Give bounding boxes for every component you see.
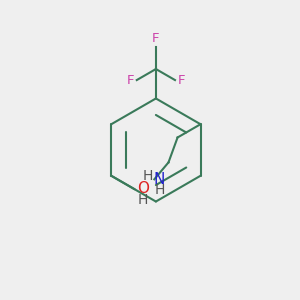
Text: N: N [154,172,165,187]
Text: H: H [142,169,153,183]
Text: H: H [137,193,148,207]
Text: F: F [152,32,160,46]
Text: F: F [127,74,134,87]
Text: O: O [137,181,149,196]
Text: H: H [154,184,165,197]
Text: F: F [177,74,185,87]
